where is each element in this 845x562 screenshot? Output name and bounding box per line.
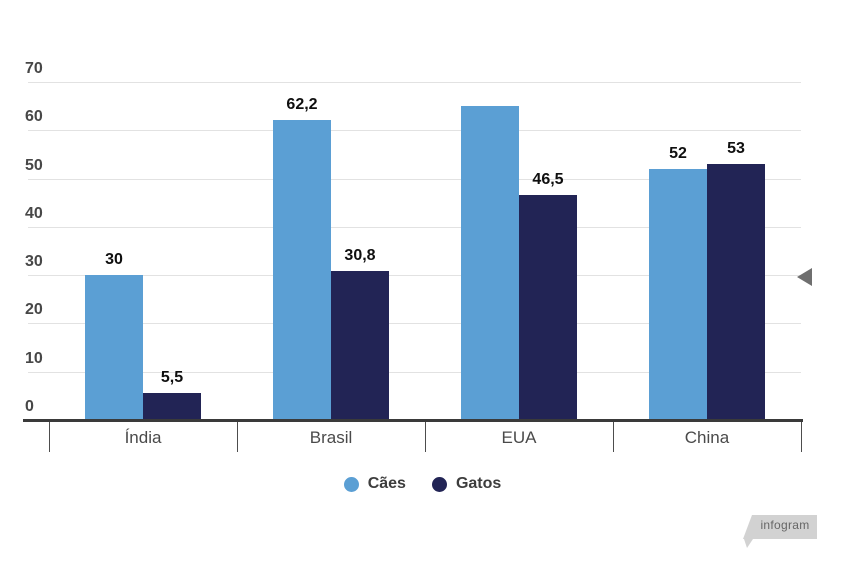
bar-cães-eua[interactable]: [461, 106, 519, 420]
bar-gatos-china[interactable]: [707, 164, 765, 420]
gridline: [28, 227, 801, 228]
gridline: [28, 82, 801, 83]
x-axis-separator: [425, 422, 426, 452]
legend-swatch-icon: [431, 476, 447, 492]
gridline: [28, 179, 801, 180]
gridline: [28, 275, 801, 276]
x-axis-separator: [613, 422, 614, 452]
y-axis-tick-label: 60: [25, 108, 43, 125]
y-axis-tick-label: 40: [25, 205, 43, 222]
data-label: 52: [669, 145, 687, 162]
x-axis-category-label: Índia: [124, 428, 162, 447]
data-label: 53: [727, 140, 745, 157]
chart-legend: Cães Gatos: [0, 472, 845, 496]
legend-label: Cães: [367, 475, 406, 492]
watermark-label: infogram: [760, 518, 810, 532]
data-label: 30,8: [344, 247, 376, 264]
previous-slide-arrow-icon[interactable]: [797, 268, 812, 286]
gridline: [28, 130, 801, 131]
x-axis-category-label: EUA: [501, 428, 537, 447]
x-axis-line: [23, 419, 803, 422]
data-label: 46,5: [532, 171, 564, 188]
y-axis-tick-label: 70: [25, 60, 43, 77]
x-axis-category-label: Brasil: [309, 428, 353, 447]
x-axis-separator: [237, 422, 238, 452]
y-axis-tick-label: 10: [25, 350, 43, 367]
gridline: [28, 323, 801, 324]
x-axis-separator: [801, 422, 802, 452]
legend-item-gatos[interactable]: Gatos: [431, 475, 502, 493]
y-axis-tick-label: 0: [25, 398, 34, 415]
data-label: 62,2: [286, 96, 318, 113]
gridline: [28, 372, 801, 373]
data-label: 5,5: [160, 369, 184, 386]
bar-cães-índia[interactable]: [85, 275, 143, 420]
bar-gatos-brasil[interactable]: [331, 271, 389, 420]
speech-bubble-icon: [743, 515, 817, 548]
x-axis-separator: [49, 422, 50, 452]
x-axis-category-label: China: [684, 428, 730, 447]
infogram-watermark[interactable]: infogram: [740, 514, 820, 550]
y-axis-tick-label: 20: [25, 301, 43, 318]
bar-gatos-índia[interactable]: [143, 393, 201, 420]
legend-swatch-icon: [343, 476, 359, 492]
bar-gatos-eua[interactable]: [519, 195, 577, 420]
bar-cães-brasil[interactable]: [273, 120, 331, 420]
bar-cães-china[interactable]: [649, 169, 707, 420]
legend-item-cães[interactable]: Cães: [343, 475, 406, 493]
legend-label: Gatos: [455, 475, 502, 492]
y-axis-tick-label: 50: [25, 157, 43, 174]
data-label: 30: [105, 251, 123, 268]
y-axis-tick-label: 30: [25, 253, 43, 270]
